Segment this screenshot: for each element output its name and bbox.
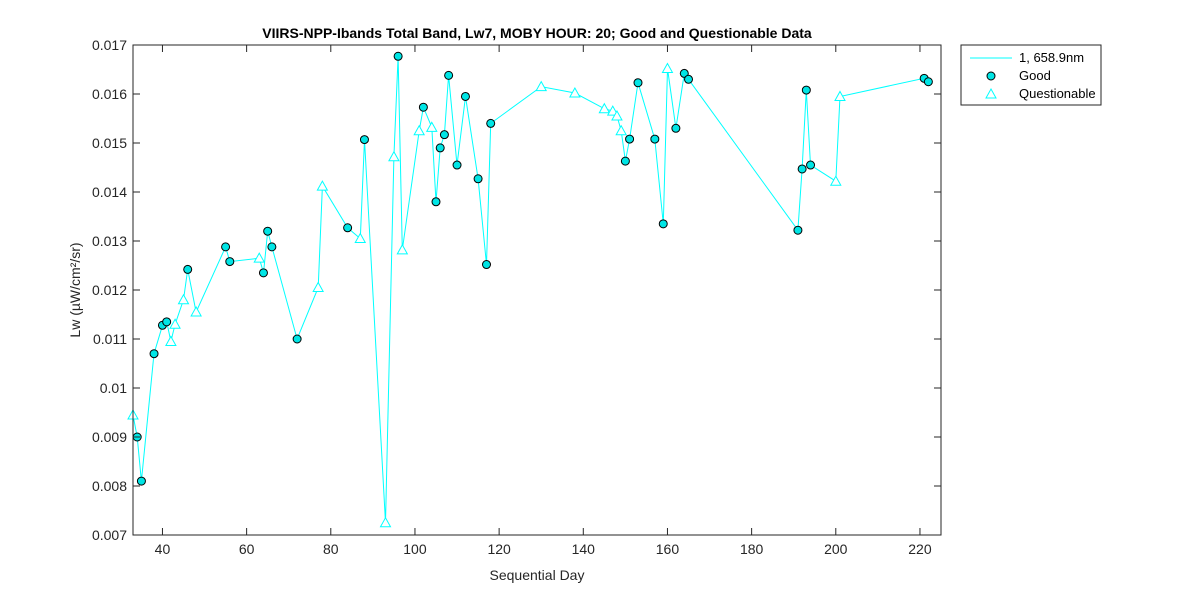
legend-entry-good: Good xyxy=(1019,68,1051,83)
y-tick-label: 0.01 xyxy=(100,380,127,396)
questionable-data-point xyxy=(535,80,548,92)
x-tick-label: 160 xyxy=(656,541,680,557)
good-data-point xyxy=(267,242,277,252)
questionable-data-point xyxy=(413,124,426,136)
y-tick-label: 0.011 xyxy=(93,331,127,347)
good-data-point xyxy=(263,226,273,236)
questionable-data-point xyxy=(169,318,181,329)
good-markers-group xyxy=(132,51,933,486)
good-data-point xyxy=(136,476,146,486)
questionable-data-point xyxy=(312,281,325,293)
questionable-data-point xyxy=(829,175,842,186)
questionable-data-point xyxy=(388,150,400,162)
good-data-point xyxy=(650,134,660,144)
chart-title: VIIRS-NPP-Ibands Total Band, Lw7, MOBY H… xyxy=(262,25,812,41)
good-data-point xyxy=(359,135,369,145)
good-data-point xyxy=(452,160,462,170)
x-axis: 40 60 80 100 120 140 160 180 200 220 xyxy=(155,45,932,557)
good-data-point xyxy=(183,264,193,274)
questionable-data-point xyxy=(611,110,623,121)
y-tick-label: 0.013 xyxy=(92,233,127,249)
good-data-point xyxy=(460,91,470,101)
x-tick-label: 80 xyxy=(323,541,339,557)
questionable-data-point xyxy=(354,232,367,244)
good-data-point xyxy=(418,102,428,112)
good-data-point xyxy=(444,70,454,80)
good-data-point xyxy=(923,77,933,87)
good-data-point xyxy=(431,197,441,207)
x-tick-label: 60 xyxy=(239,541,255,557)
y-tick-label: 0.017 xyxy=(92,37,127,53)
good-data-point xyxy=(625,134,635,144)
questionable-markers-group xyxy=(127,62,846,528)
questionable-data-point xyxy=(165,335,177,346)
legend: 1, 658.9nm Good Questionable xyxy=(960,44,1102,106)
good-data-point xyxy=(393,51,403,61)
questionable-data-point xyxy=(615,124,628,136)
good-data-point xyxy=(633,78,643,88)
series-line-658-9nm xyxy=(132,56,929,523)
x-tick-label: 140 xyxy=(572,541,596,557)
questionable-data-point xyxy=(569,86,581,98)
good-data-point xyxy=(620,156,630,166)
good-data-point xyxy=(684,74,693,84)
questionable-data-point xyxy=(253,252,266,263)
x-tick-label: 100 xyxy=(403,541,427,557)
series-line-group xyxy=(132,56,929,523)
good-data-point xyxy=(162,317,172,327)
y-axis: 0.007 0.008 0.009 0.01 0.011 0.012 0.013 0.014 0… xyxy=(92,37,941,543)
good-data-point xyxy=(258,268,268,278)
plot-area xyxy=(127,44,942,536)
good-data-point xyxy=(486,118,496,128)
good-data-point xyxy=(292,334,302,344)
good-data-point xyxy=(658,219,668,229)
x-tick-label: 40 xyxy=(155,541,171,557)
good-data-point xyxy=(439,130,449,140)
legend-entry-series: 1, 658.9nm xyxy=(1019,50,1084,65)
good-data-point xyxy=(797,164,807,174)
good-data-point xyxy=(473,174,483,184)
good-data-point xyxy=(149,349,159,359)
y-tick-label: 0.015 xyxy=(92,135,127,151)
questionable-data-point xyxy=(190,306,202,317)
y-tick-label: 0.012 xyxy=(92,282,127,298)
y-tick-label: 0.007 xyxy=(92,527,127,543)
questionable-data-point xyxy=(425,121,438,132)
x-tick-label: 200 xyxy=(824,541,848,557)
y-axis-label: Lw (µW/cm²/sr) xyxy=(67,242,83,337)
questionable-data-point xyxy=(834,90,846,101)
good-data-point xyxy=(225,257,235,267)
questionable-data-point xyxy=(598,102,611,114)
questionable-data-point xyxy=(316,180,329,191)
plot-background xyxy=(133,45,941,535)
good-data-point xyxy=(343,223,353,233)
y-tick-label: 0.014 xyxy=(92,184,127,200)
good-data-point xyxy=(671,123,681,133)
good-data-point xyxy=(482,260,491,270)
x-tick-label: 180 xyxy=(740,541,764,557)
x-tick-label: 120 xyxy=(487,541,511,557)
good-data-point xyxy=(221,242,231,252)
y-tick-label: 0.016 xyxy=(92,86,127,102)
x-tick-label: 220 xyxy=(908,541,932,557)
questionable-data-point xyxy=(177,293,190,305)
questionable-data-point xyxy=(661,62,674,74)
good-data-point xyxy=(435,143,445,153)
good-data-point xyxy=(793,225,803,235)
questionable-data-point xyxy=(396,243,409,255)
y-tick-label: 0.009 xyxy=(92,429,127,445)
questionable-data-point xyxy=(606,105,619,116)
questionable-data-point xyxy=(379,516,392,528)
x-axis-label: Sequential Day xyxy=(490,567,585,583)
legend-entry-questionable: Questionable xyxy=(1019,86,1096,101)
y-tick-label: 0.008 xyxy=(92,478,127,494)
legend-good-marker xyxy=(986,71,996,81)
legend-questionable-marker xyxy=(985,87,997,99)
legend-box xyxy=(960,44,1102,106)
good-data-point xyxy=(806,160,816,170)
good-data-point xyxy=(801,85,811,95)
